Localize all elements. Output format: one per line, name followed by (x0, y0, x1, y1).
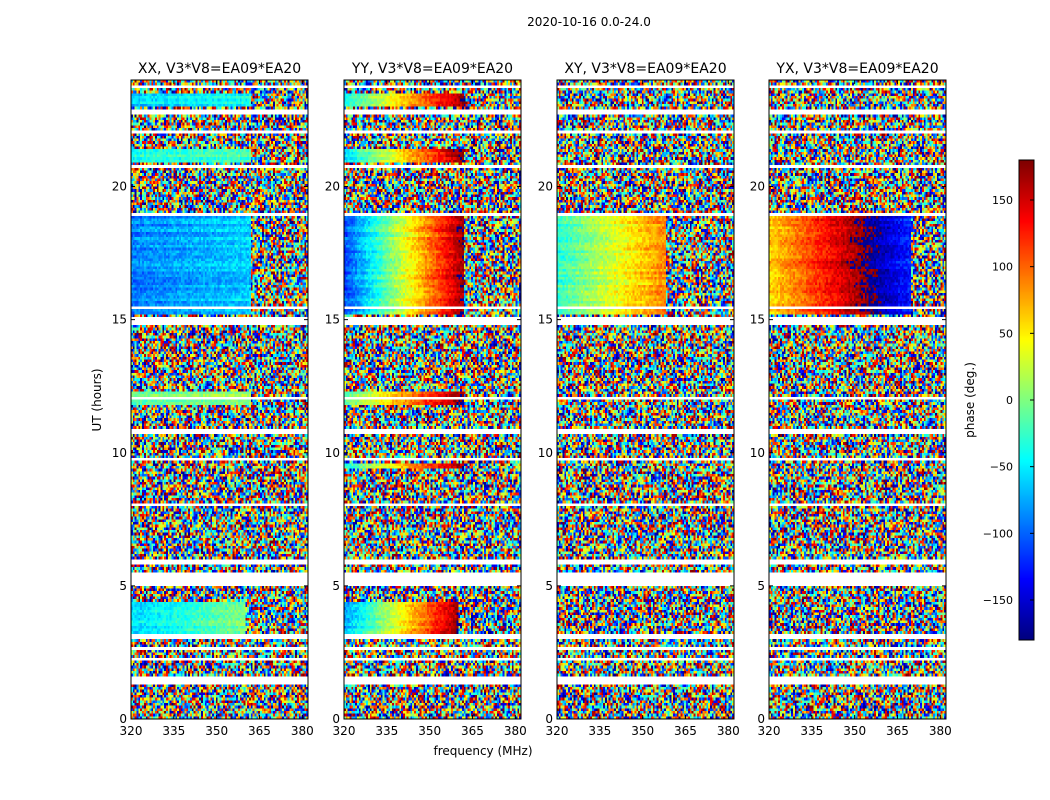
x-tick-label: 365 (248, 724, 271, 738)
phase-heatmap-yy (344, 80, 521, 719)
y-tick-label: 20 (112, 180, 127, 194)
y-tick-label: 10 (538, 446, 553, 460)
colorbar-tick-label: −50 (990, 461, 1013, 474)
x-tick-label: 335 (162, 724, 185, 738)
panel-xy: XY, V3*V8=EA09*EA20 320 335 350 365 380 0 5 10 15… (538, 61, 740, 738)
x-tick-label: 320 (546, 724, 569, 738)
y-tick-label: 0 (332, 712, 340, 726)
y-tick-label: 10 (325, 446, 340, 460)
y-tick-label: 5 (332, 579, 340, 593)
panel-grid: XX, V3*V8=EA09*EA20 320 335 350 365 380 0 5 10 15… (112, 61, 952, 738)
panel-title: XX, V3*V8=EA09*EA20 (138, 61, 301, 77)
y-tick-label: 15 (538, 313, 553, 327)
x-tick-label: 380 (929, 724, 952, 738)
x-tick-label: 335 (800, 724, 823, 738)
y-tick-label: 20 (750, 180, 765, 194)
colorbar-tick-label: −150 (983, 594, 1013, 607)
y-tick-label: 10 (750, 446, 765, 460)
x-tick-label: 350 (843, 724, 866, 738)
colorbar-gradient (1019, 160, 1034, 640)
x-axis-label: frequency (MHz) (433, 744, 532, 758)
panel-title: XY, V3*V8=EA09*EA20 (564, 61, 726, 77)
panel-frame (130, 79, 309, 720)
x-tick-label: 320 (333, 724, 356, 738)
x-tick-label: 380 (291, 724, 314, 738)
y-tick-label: 5 (757, 579, 765, 593)
phase-heatmap-xy (557, 80, 734, 719)
x-tick-label: 335 (375, 724, 398, 738)
figure-suptitle: 2020-10-16 0.0-24.0 (527, 15, 651, 29)
x-tick-label: 350 (205, 724, 228, 738)
x-tick-label: 380 (717, 724, 740, 738)
phase-heatmap-yx (769, 80, 946, 719)
y-tick-label: 0 (545, 712, 553, 726)
colorbar-tick-label: −100 (983, 527, 1013, 540)
y-tick-label: 0 (757, 712, 765, 726)
phase-heatmap-xx (131, 80, 308, 719)
x-tick-label: 350 (631, 724, 654, 738)
y-tick-label: 10 (112, 446, 127, 460)
x-tick-label: 320 (120, 724, 143, 738)
x-tick-label: 320 (758, 724, 781, 738)
panel-yy: YY, V3*V8=EA09*EA20 320 335 350 365 380 0 5 10 15… (325, 61, 527, 738)
panel-title: YX, V3*V8=EA09*EA20 (775, 61, 938, 77)
y-tick-label: 20 (325, 180, 340, 194)
y-tick-label: 15 (325, 313, 340, 327)
y-axis-label: UT (hours) (90, 368, 104, 431)
panel-title: YY, V3*V8=EA09*EA20 (351, 61, 513, 77)
x-tick-label: 335 (588, 724, 611, 738)
y-tick-label: 20 (538, 180, 553, 194)
panel-yx: YX, V3*V8=EA09*EA20 320 335 350 365 380 0 5 10 15… (750, 61, 952, 738)
x-tick-label: 380 (504, 724, 527, 738)
panel-xx: XX, V3*V8=EA09*EA20 320 335 350 365 380 0 5 10 15… (112, 61, 314, 738)
colorbar-tick-label: 0 (1006, 394, 1013, 407)
y-tick-label: 15 (112, 313, 127, 327)
x-tick-label: 365 (886, 724, 909, 738)
y-tick-label: 0 (119, 712, 127, 726)
x-tick-label: 365 (461, 724, 484, 738)
colorbar: 150 100 50 0 −50 −100 −150 (983, 159, 1035, 641)
colorbar-tick-label: 150 (992, 194, 1013, 207)
x-tick-label: 350 (418, 724, 441, 738)
x-tick-label: 365 (674, 724, 697, 738)
y-tick-label: 5 (545, 579, 553, 593)
colorbar-tick-label: 50 (999, 327, 1013, 340)
panel-frame (343, 79, 522, 720)
colorbar-label: phase (deg.) (963, 362, 977, 438)
panel-frame (768, 79, 947, 720)
panel-frame (556, 79, 735, 720)
y-tick-label: 15 (750, 313, 765, 327)
y-tick-label: 5 (119, 579, 127, 593)
colorbar-tick-label: 100 (992, 261, 1013, 274)
